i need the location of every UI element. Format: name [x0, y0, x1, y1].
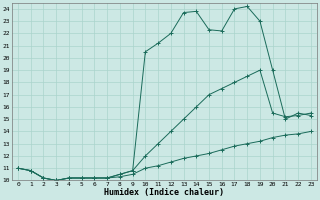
X-axis label: Humidex (Indice chaleur): Humidex (Indice chaleur)	[104, 188, 224, 197]
